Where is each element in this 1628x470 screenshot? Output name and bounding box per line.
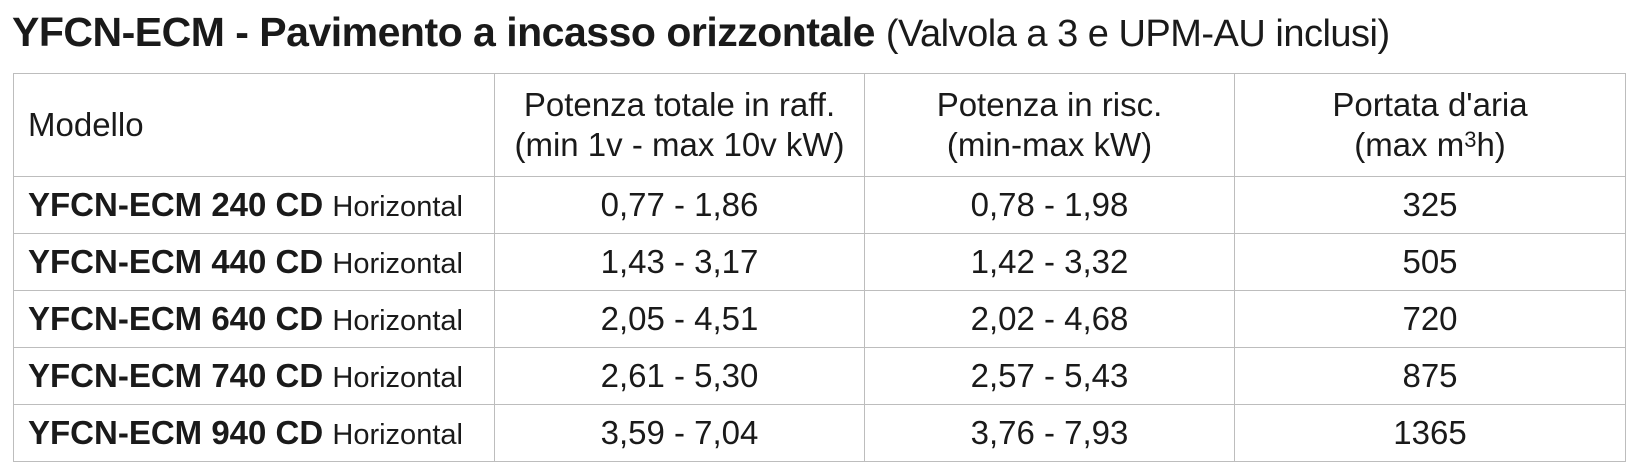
model-orientation: Horizontal <box>332 419 463 451</box>
header-cooling-line2: (min 1v - max 10v kW) <box>514 126 845 163</box>
cooling-cell: 1,43 - 3,17 <box>494 233 865 291</box>
table-row: YFCN-ECM 240 CD Horizontal 0,77 - 1,86 0… <box>13 176 1626 234</box>
cooling-cell: 2,61 - 5,30 <box>494 347 865 405</box>
model-cell: YFCN-ECM 940 CD Horizontal <box>13 404 495 462</box>
model-orientation: Horizontal <box>332 305 463 337</box>
header-cooling-line1: Potenza totale in raff. <box>523 86 836 123</box>
model-cell: YFCN-ECM 640 CD Horizontal <box>13 290 495 348</box>
title-subtitle: (Valvola a 3 e UPM-AU inclusi) <box>885 13 1390 55</box>
airflow-cell: 1365 <box>1234 404 1626 462</box>
cooling-cell: 2,05 - 4,51 <box>494 290 865 348</box>
header-heating-line2: (min-max kW) <box>946 126 1153 163</box>
cooling-cell: 0,77 - 1,86 <box>494 176 865 234</box>
model-code: YFCN-ECM 640 CD <box>28 300 324 337</box>
model-cell: YFCN-ECM 240 CD Horizontal <box>13 176 495 234</box>
header-cooling: Potenza totale in raff. (min 1v - max 10… <box>494 73 865 177</box>
header-model: Modello <box>13 73 495 177</box>
model-orientation: Horizontal <box>332 191 463 223</box>
airflow-cell: 875 <box>1234 347 1626 405</box>
heating-cell: 1,42 - 3,32 <box>864 233 1235 291</box>
airflow-cell: 505 <box>1234 233 1626 291</box>
airflow-cell: 720 <box>1234 290 1626 348</box>
header-heating: Potenza in risc. (min-max kW) <box>864 73 1235 177</box>
model-cell: YFCN-ECM 440 CD Horizontal <box>13 233 495 291</box>
page-title: YFCN-ECM - Pavimento a incasso orizzonta… <box>12 4 1390 60</box>
header-model-label: Modello <box>28 106 144 143</box>
table-row: YFCN-ECM 640 CD Horizontal 2,05 - 4,51 2… <box>13 290 1626 348</box>
model-code: YFCN-ECM 740 CD <box>28 357 324 394</box>
model-code: YFCN-ECM 940 CD <box>28 414 324 451</box>
header-heating-line1: Potenza in risc. <box>936 86 1163 123</box>
model-orientation: Horizontal <box>332 362 463 394</box>
model-code: YFCN-ECM 240 CD <box>28 186 324 223</box>
table-row: YFCN-ECM 940 CD Horizontal 3,59 - 7,04 3… <box>13 404 1626 462</box>
header-airflow-line1: Portata d'aria <box>1332 86 1528 123</box>
cooling-cell: 3,59 - 7,04 <box>494 404 865 462</box>
table-header-row: Modello Potenza totale in raff. (min 1v … <box>13 73 1626 177</box>
heating-cell: 0,78 - 1,98 <box>864 176 1235 234</box>
model-cell: YFCN-ECM 740 CD Horizontal <box>13 347 495 405</box>
model-code: YFCN-ECM 440 CD <box>28 243 324 280</box>
model-orientation: Horizontal <box>332 248 463 280</box>
specs-table: Modello Potenza totale in raff. (min 1v … <box>13 73 1626 462</box>
heating-cell: 2,57 - 5,43 <box>864 347 1235 405</box>
table-row: YFCN-ECM 440 CD Horizontal 1,43 - 3,17 1… <box>13 233 1626 291</box>
title-main: YFCN-ECM - Pavimento a incasso orizzonta… <box>12 9 875 55</box>
header-airflow-suffix: h) <box>1476 126 1506 163</box>
heating-cell: 2,02 - 4,68 <box>864 290 1235 348</box>
table-row: YFCN-ECM 740 CD Horizontal 2,61 - 5,30 2… <box>13 347 1626 405</box>
heating-cell: 3,76 - 7,93 <box>864 404 1235 462</box>
header-airflow-exponent: 3 <box>1464 127 1477 152</box>
header-airflow-line2: (max m3h) <box>1235 125 1625 165</box>
header-airflow: Portata d'aria (max m3h) <box>1234 73 1626 177</box>
header-airflow-prefix: (max m <box>1354 126 1465 163</box>
airflow-cell: 325 <box>1234 176 1626 234</box>
